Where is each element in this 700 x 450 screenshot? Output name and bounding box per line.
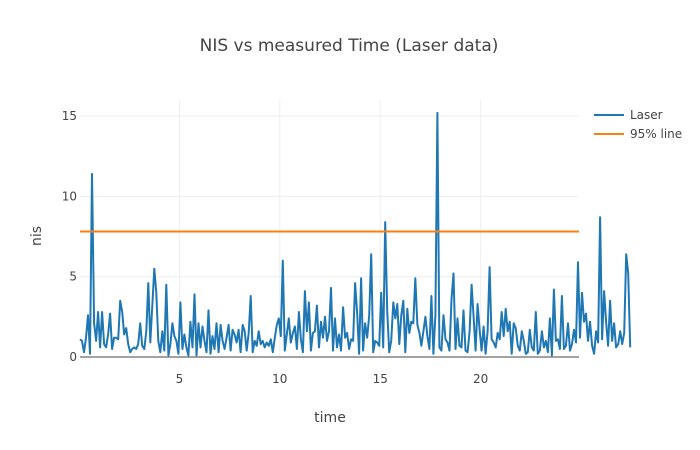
plot-area [79,111,632,357]
x-tick-label: 20 [473,372,488,386]
x-tick-label: 10 [272,372,287,386]
y-tick-label: 10 [62,189,77,203]
y-tick-label: 5 [69,270,77,284]
legend-item-laser[interactable]: Laser [594,108,663,122]
x-axis-title: time [314,410,346,426]
y-tick-label: 0 [69,350,77,364]
axis-ticks: 5 10 15 20 0 5 10 15 [62,109,489,386]
chart-title: NIS vs measured Time (Laser data) [200,36,499,56]
legend-label: 95% line [630,127,682,141]
x-tick-label: 5 [176,372,184,386]
series-line-laser [79,111,632,357]
y-axis-title: nis [29,226,45,246]
legend-item-95-line[interactable]: 95% line [594,127,682,141]
y-tick-label: 15 [62,109,77,123]
legend-label: Laser [630,108,663,122]
x-tick-label: 15 [373,372,388,386]
legend[interactable]: Laser 95% line [594,108,682,141]
grid [80,100,579,358]
